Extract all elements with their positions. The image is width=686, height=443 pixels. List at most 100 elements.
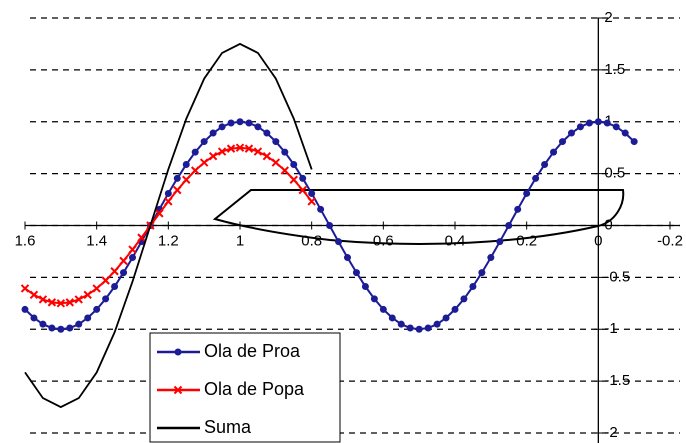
marker — [110, 267, 119, 276]
marker — [352, 269, 360, 277]
y-tick-label: -1.5 — [604, 372, 630, 389]
grid: 21.510.50-0.5-1-1.5-21.61.41.210.80.60.4… — [15, 9, 683, 443]
marker — [478, 269, 486, 277]
marker — [29, 290, 39, 300]
marker — [48, 324, 56, 332]
marker — [227, 119, 235, 127]
marker — [191, 166, 200, 175]
marker — [344, 254, 351, 262]
marker — [487, 254, 495, 262]
x-tick-label: 0.4 — [445, 232, 466, 249]
marker — [182, 160, 190, 168]
marker — [469, 283, 477, 291]
marker — [388, 314, 396, 322]
marker — [38, 295, 48, 304]
x-tick-label: 0.2 — [516, 232, 537, 249]
marker — [164, 197, 173, 206]
x-tick-label: 1.6 — [15, 232, 36, 249]
marker — [244, 144, 254, 153]
marker — [514, 205, 522, 213]
marker — [235, 143, 245, 152]
marker — [200, 138, 208, 146]
x-tick-label: 0.8 — [301, 232, 322, 249]
marker — [217, 147, 227, 156]
marker — [92, 284, 101, 293]
marker — [317, 205, 325, 213]
marker — [281, 148, 289, 156]
marker — [298, 185, 307, 195]
marker — [199, 158, 209, 167]
marker — [119, 256, 128, 266]
marker — [630, 138, 638, 146]
marker — [361, 283, 369, 291]
ship-hull — [212, 189, 625, 245]
marker — [129, 254, 136, 262]
x-tick-label: 0.6 — [373, 232, 394, 249]
marker — [594, 118, 602, 126]
y-tick-label: -2 — [604, 424, 617, 441]
marker — [505, 222, 513, 229]
marker — [370, 295, 378, 303]
marker — [236, 118, 244, 126]
x-tick-label: 1 — [236, 232, 244, 249]
marker — [93, 305, 101, 313]
marker — [603, 119, 611, 127]
marker — [102, 295, 110, 303]
plot-area — [20, 42, 638, 409]
marker — [550, 148, 558, 156]
marker — [272, 138, 280, 146]
marker — [182, 175, 191, 184]
marker — [209, 129, 217, 137]
marker — [415, 325, 423, 333]
legend: Ola de Proa Ola de Popa Suma — [149, 332, 341, 443]
marker — [83, 290, 92, 300]
marker — [335, 238, 343, 246]
marker — [173, 185, 182, 195]
marker — [111, 283, 119, 291]
marker — [66, 324, 74, 332]
marker — [308, 189, 316, 197]
marker — [173, 385, 183, 395]
marker — [56, 299, 66, 308]
y-tick-label: -0.5 — [604, 268, 630, 285]
marker — [460, 295, 468, 303]
marker — [559, 138, 566, 146]
marker — [263, 129, 271, 137]
marker — [379, 305, 387, 313]
y-tick-label: 0.5 — [604, 165, 625, 182]
marker — [137, 233, 146, 242]
marker — [523, 189, 531, 197]
x-tick-label: -0.2 — [657, 232, 683, 249]
marker — [567, 129, 575, 137]
marker — [164, 189, 172, 197]
marker — [326, 222, 334, 229]
marker — [120, 269, 128, 277]
marker — [397, 320, 405, 328]
marker — [576, 123, 584, 131]
marker — [496, 238, 504, 246]
legend-label: Suma — [204, 417, 252, 437]
marker — [21, 305, 29, 313]
marker — [75, 320, 83, 328]
marker — [541, 160, 549, 168]
marker — [290, 160, 298, 168]
marker — [262, 151, 272, 161]
marker — [271, 158, 281, 167]
marker — [442, 314, 450, 322]
marker — [451, 305, 459, 313]
marker — [65, 298, 74, 307]
marker — [39, 320, 47, 328]
marker — [155, 209, 164, 218]
marker — [128, 245, 137, 254]
x-tick-label: 1.2 — [158, 232, 179, 249]
marker — [57, 325, 65, 333]
marker — [30, 314, 38, 322]
marker — [47, 298, 57, 307]
y-tick-label: -1 — [604, 320, 617, 337]
marker — [191, 148, 199, 156]
marker — [226, 144, 236, 153]
marker — [424, 324, 432, 332]
marker — [218, 123, 226, 131]
marker — [585, 119, 593, 127]
